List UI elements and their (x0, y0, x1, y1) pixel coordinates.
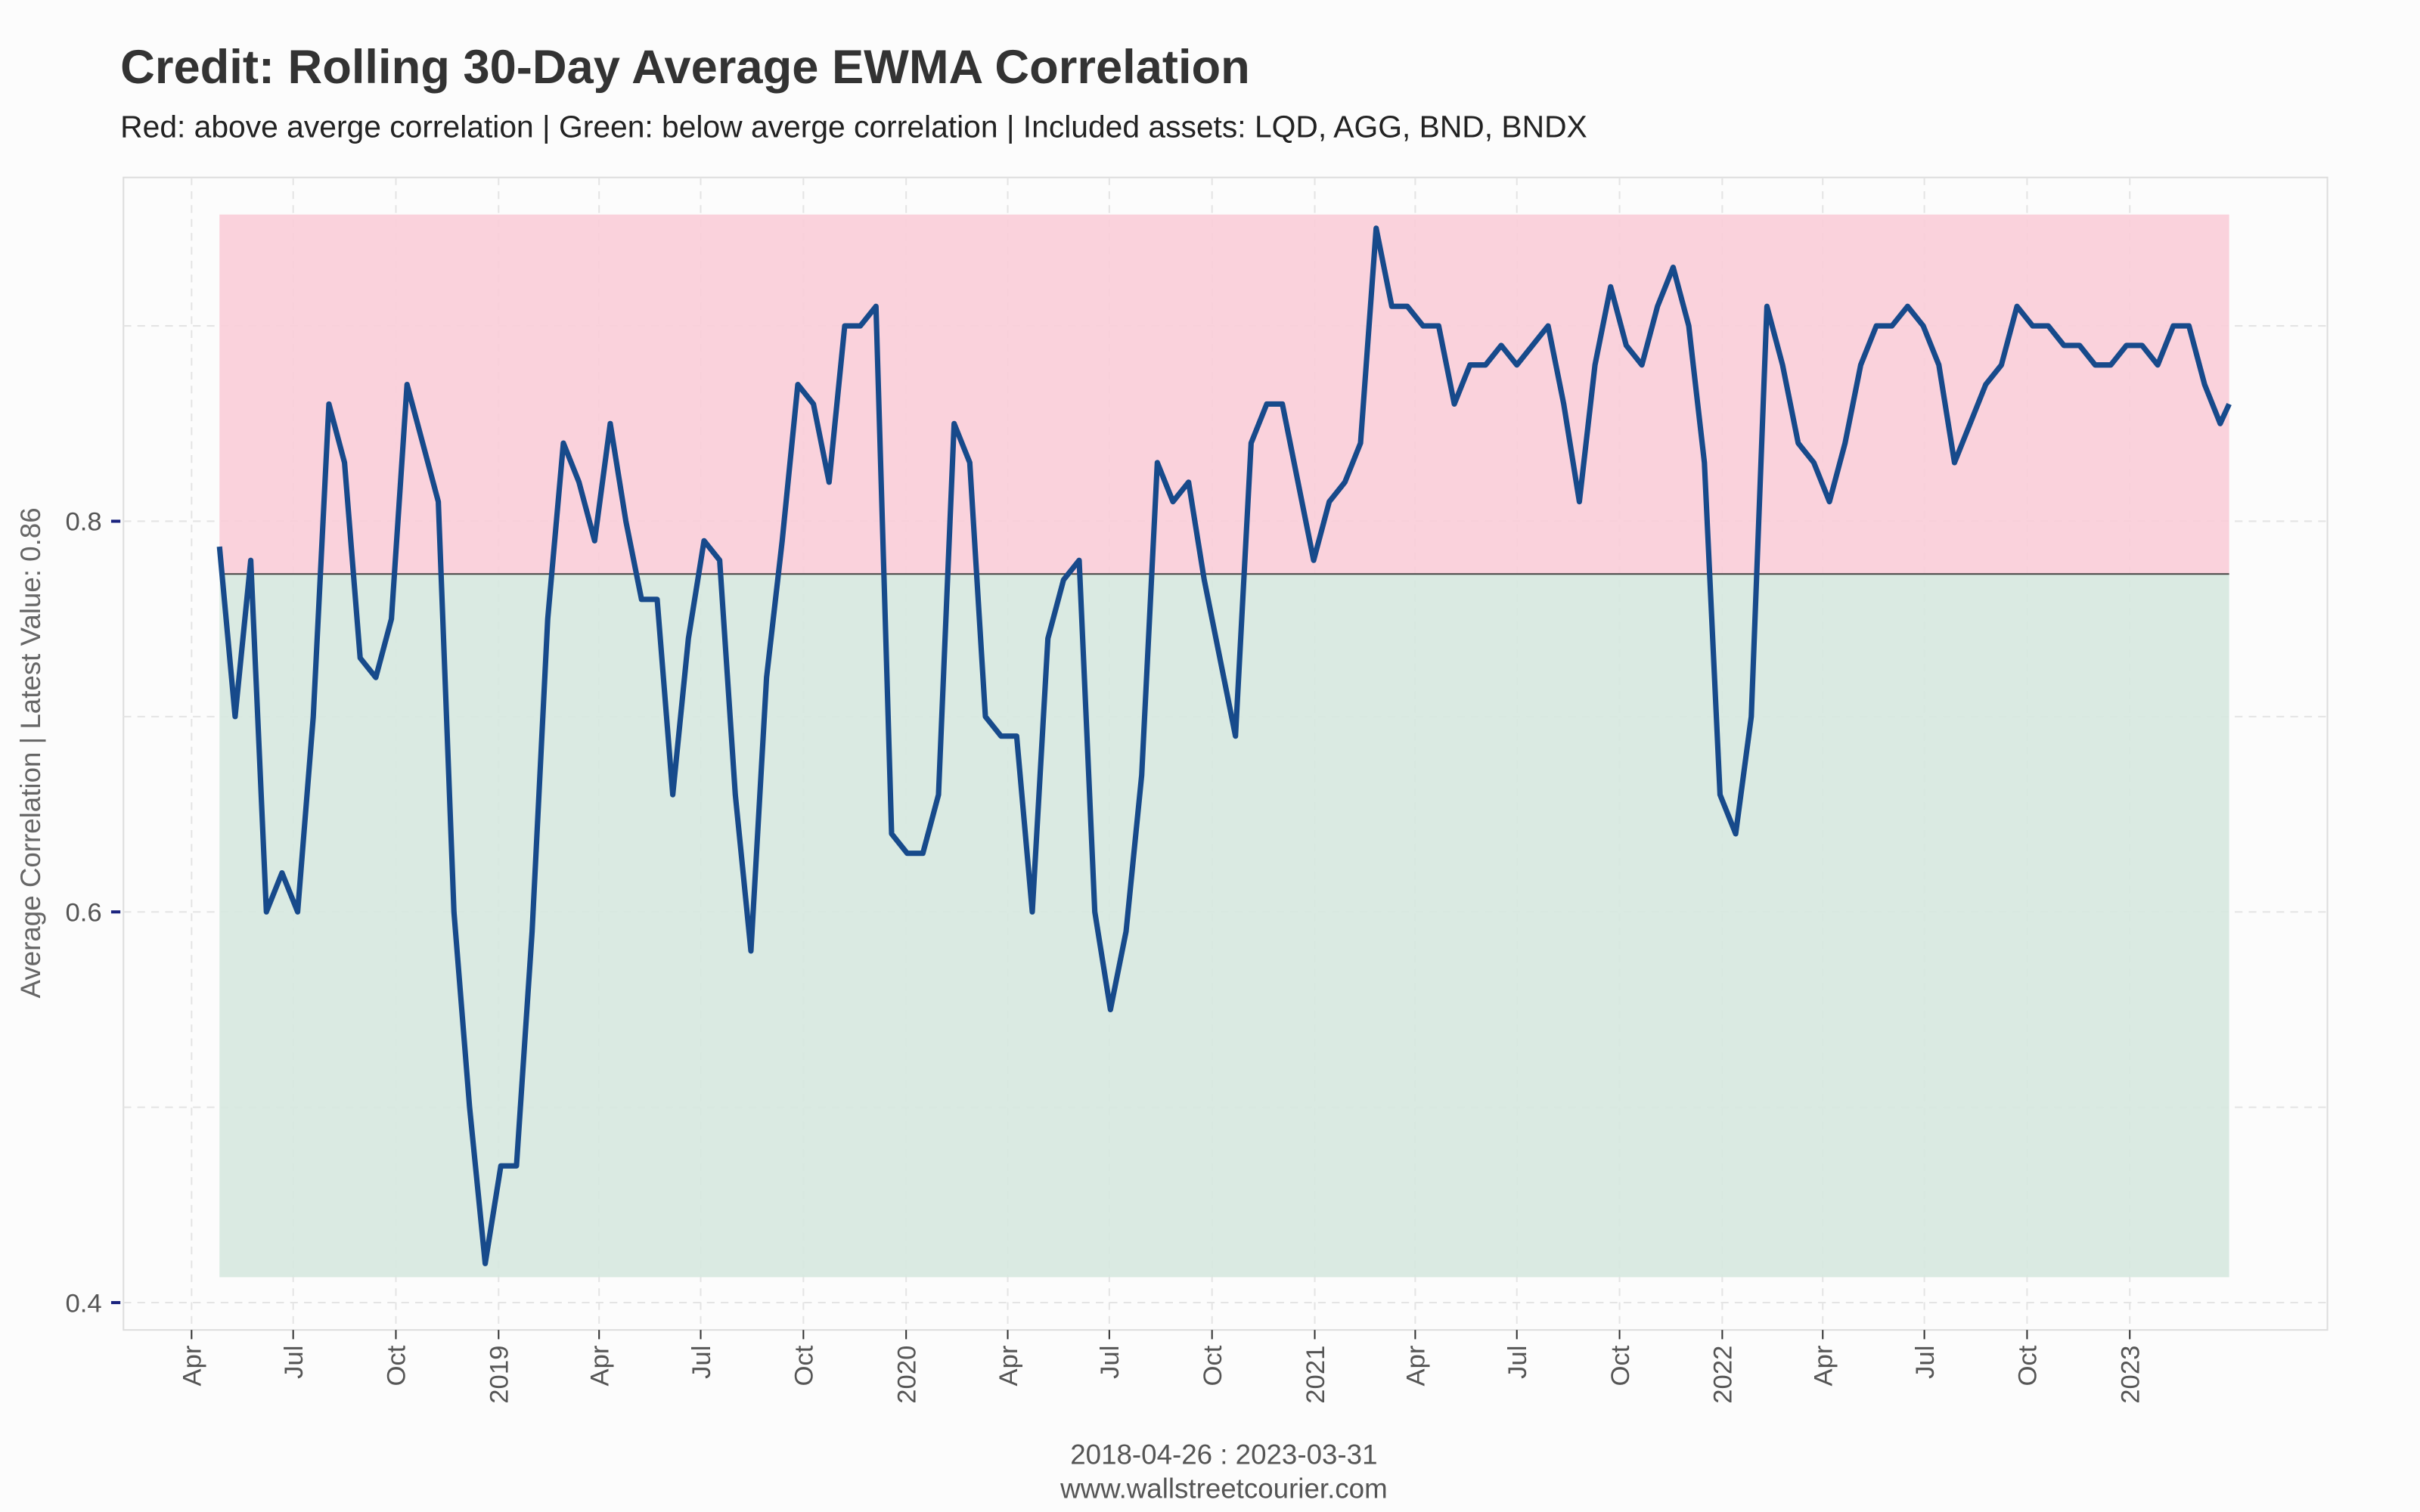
y-axis-label: Average Correlation | Latest Value: 0.86 (15, 507, 46, 998)
x-tick-label: Jul (687, 1346, 716, 1379)
x-tick-label: Jul (1911, 1346, 1940, 1379)
x-tick-label: Oct (1199, 1345, 1227, 1386)
source: www.wallstreetcourier.com (1060, 1473, 1388, 1504)
x-tick-label: Oct (383, 1345, 411, 1386)
x-tick-label: 2020 (892, 1346, 921, 1404)
x-tick-label: Apr (1402, 1346, 1431, 1387)
x-tick-label: Jul (1503, 1346, 1532, 1379)
x-tick-label: Apr (1809, 1346, 1838, 1387)
x-tick-label: Apr (178, 1346, 207, 1387)
x-tick-label: Oct (790, 1345, 819, 1386)
x-tick-label: Apr (585, 1346, 614, 1387)
y-tick-label: 0.4 (65, 1289, 101, 1318)
x-axis-label: 2018-04-26 : 2023-03-31 (1070, 1439, 1377, 1470)
x-tick-label: 2022 (1709, 1346, 1738, 1404)
x-tick-label: Jul (280, 1346, 309, 1379)
x-tick-label: 2023 (2116, 1346, 2145, 1404)
x-tick-label: Oct (2014, 1345, 2043, 1386)
chart-subtitle: Red: above averge correlation | Green: b… (120, 110, 1587, 144)
plot-border (123, 176, 2328, 1331)
x-tick-label: 2019 (486, 1346, 514, 1404)
chart-title: Credit: Rolling 30-Day Average EWMA Corr… (120, 41, 1250, 94)
y-tick-label: 0.6 (65, 898, 101, 927)
series-line (216, 225, 2232, 1266)
x-tick-label: Apr (994, 1346, 1023, 1387)
x-tick-label: 2021 (1302, 1346, 1330, 1404)
y-tick-label: 0.8 (65, 508, 101, 537)
x-tick-label: Jul (1096, 1346, 1125, 1379)
band (219, 214, 2229, 575)
x-tick-label: Oct (1606, 1345, 1635, 1386)
